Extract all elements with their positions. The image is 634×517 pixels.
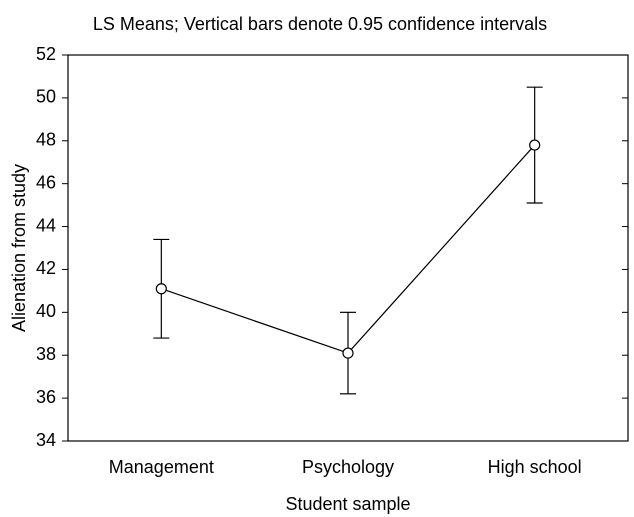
y-tick-label: 34 <box>36 430 56 450</box>
y-tick-label: 36 <box>36 387 56 407</box>
x-tick-label: High school <box>488 457 582 477</box>
point <box>342 347 354 359</box>
y-tick-label: 44 <box>36 215 56 235</box>
y-tick-label: 42 <box>36 258 56 278</box>
y-axis-label: Alienation from study <box>9 164 29 332</box>
chart-title: LS Means; Vertical bars denote 0.95 conf… <box>93 14 547 34</box>
x-tick-label: Psychology <box>302 457 394 477</box>
x-tick-label: Management <box>109 457 214 477</box>
point <box>529 139 541 151</box>
y-tick-label: 46 <box>36 172 56 192</box>
y-tick-label: 52 <box>36 44 56 64</box>
plot-frame <box>67 54 629 442</box>
point <box>155 283 167 295</box>
x-axis-label: Student sample <box>285 494 410 514</box>
y-tick-label: 40 <box>36 301 56 321</box>
y-tick-label: 50 <box>36 87 56 107</box>
y-tick-label: 48 <box>36 130 56 150</box>
y-tick-label: 38 <box>36 344 56 364</box>
